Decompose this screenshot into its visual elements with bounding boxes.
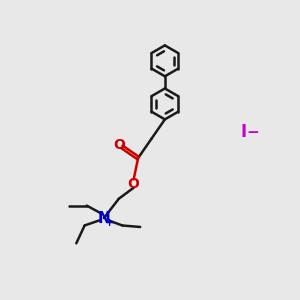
Text: N: N [98,211,110,226]
Text: −: − [246,125,259,140]
Text: I: I [241,123,247,141]
Text: +: + [105,218,114,228]
Text: O: O [113,138,125,152]
Text: O: O [128,177,140,191]
